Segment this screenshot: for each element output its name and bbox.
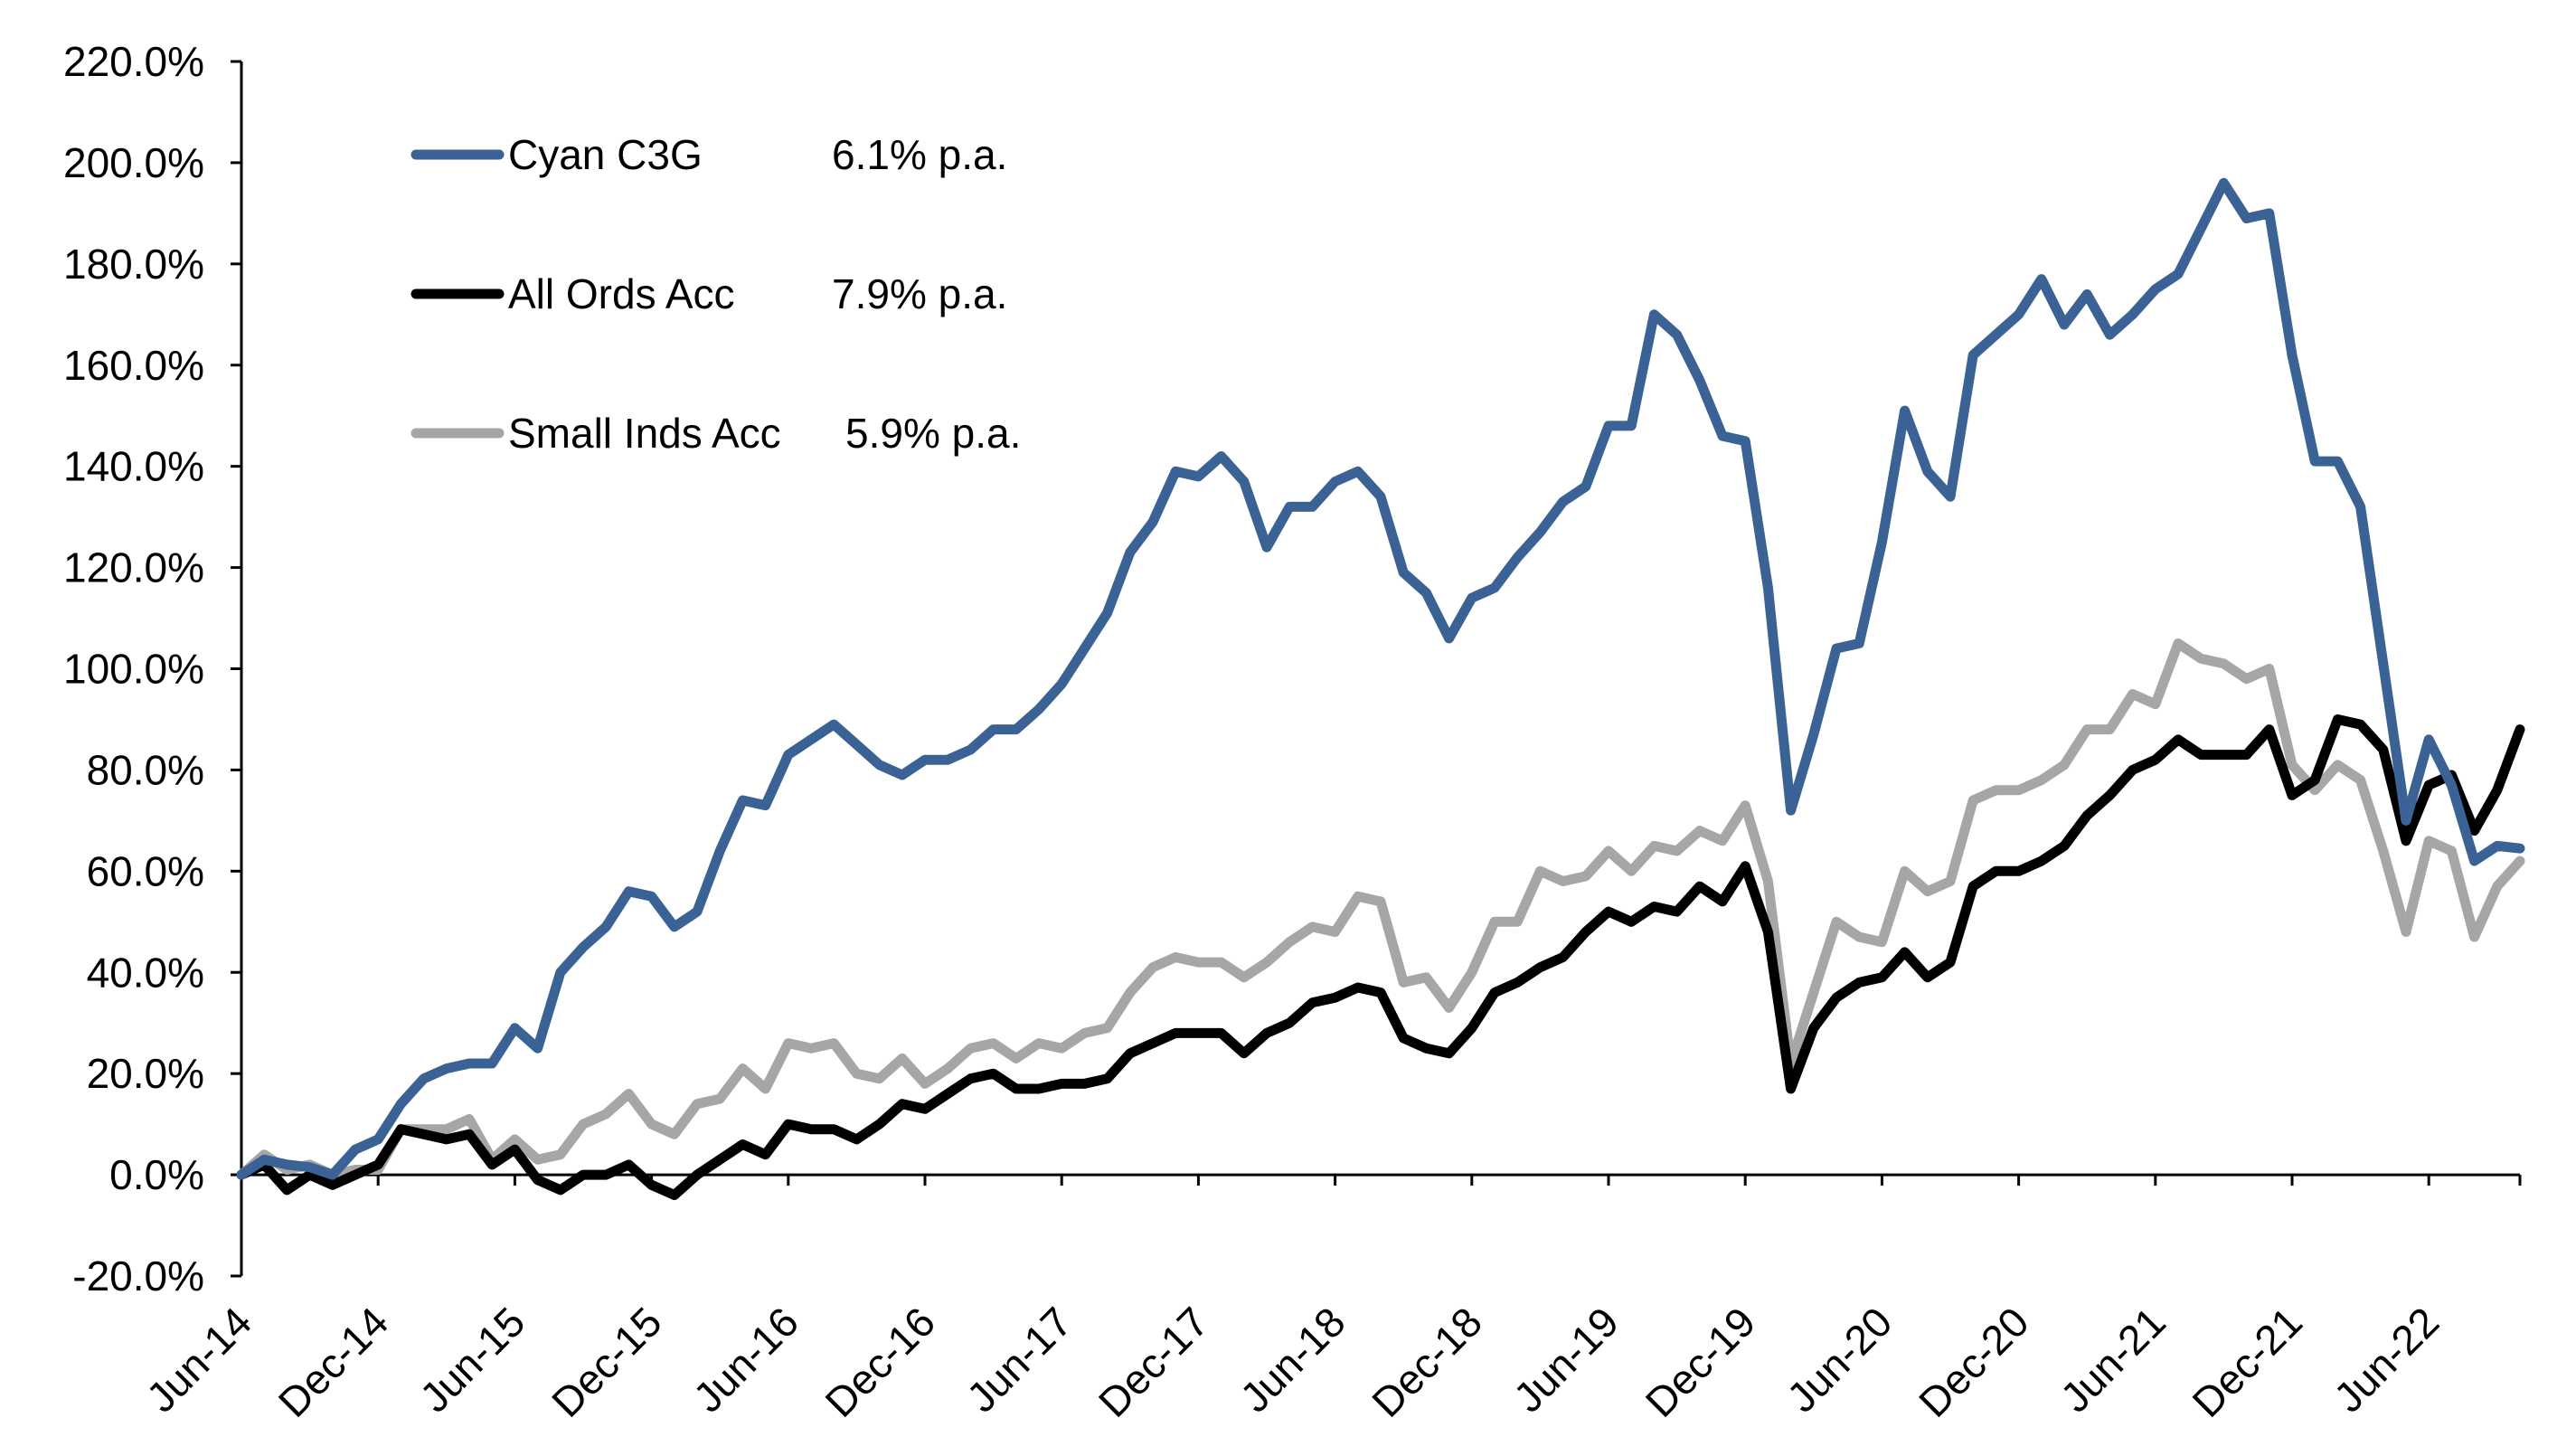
x-tick-label: Jun-17 [958, 1298, 1080, 1421]
x-axis-ticks: Jun-14 Dec-14 Jun-15 Dec-15 Jun-16 Dec-16 Jun-… [137, 1175, 2522, 1426]
series-lines [236, 177, 2525, 1200]
x-tick-label: Dec-18 [1363, 1298, 1491, 1426]
y-tick-label: 60.0% [87, 847, 204, 894]
x-tick-label: Jun-21 [2052, 1298, 2175, 1421]
series-line-small-inds-acc [236, 638, 2525, 1180]
y-tick-label: 180.0% [63, 241, 204, 288]
y-tick-label: 40.0% [87, 949, 204, 996]
legend-return-all-ords-acc: 7.9% p.a. [832, 270, 1007, 317]
y-tick-label: -20.0% [72, 1252, 204, 1300]
legend-label-small-inds-acc: Small Inds Acc [508, 410, 781, 457]
legend-item-cyan-c3g: Cyan C3G 6.1% p.a. [410, 131, 1007, 178]
y-tick-label: 80.0% [87, 746, 204, 793]
legend-label-cyan-c3g: Cyan C3G [508, 131, 703, 178]
x-tick-label: Jun-18 [1231, 1298, 1354, 1421]
x-tick-label: Jun-20 [1778, 1298, 1901, 1421]
series-line-all-ords-acc [236, 714, 2525, 1200]
x-tick-label: Dec-17 [1090, 1298, 1218, 1426]
y-tick-label: 120.0% [63, 544, 204, 591]
x-tick-label: Dec-15 [543, 1298, 671, 1426]
y-tick-label: 20.0% [87, 1050, 204, 1097]
x-tick-label: Dec-21 [2183, 1298, 2311, 1426]
y-tick-label: 0.0% [109, 1151, 204, 1198]
x-tick-label: Dec-14 [269, 1298, 398, 1426]
x-tick-label: Dec-16 [816, 1298, 944, 1426]
legend: Cyan C3G 6.1% p.a. All Ords Acc 7.9% p.a… [410, 131, 1021, 457]
y-axis-ticks: -20.0% 0.0% 20.0% 40.0% 60.0% 80.0% 100.0% 120.… [63, 38, 241, 1300]
y-tick-label: 220.0% [63, 38, 204, 85]
y-tick-label: 100.0% [63, 646, 204, 693]
x-tick-label: Jun-14 [137, 1298, 260, 1421]
series-line-cyan-c3g [236, 177, 2525, 1180]
y-tick-label: 140.0% [63, 443, 204, 490]
x-tick-label: Jun-22 [2325, 1298, 2448, 1421]
x-tick-label: Jun-19 [1505, 1298, 1628, 1421]
legend-return-small-inds-acc: 5.9% p.a. [845, 410, 1021, 457]
x-tick-label: Jun-15 [410, 1298, 533, 1421]
y-tick-label: 200.0% [63, 139, 204, 186]
y-tick-label: 160.0% [63, 342, 204, 389]
legend-item-all-ords-acc: All Ords Acc 7.9% p.a. [410, 270, 1007, 317]
x-tick-label: Dec-20 [1910, 1298, 2038, 1426]
legend-label-all-ords-acc: All Ords Acc [508, 270, 735, 317]
x-tick-label: Dec-19 [1637, 1298, 1765, 1426]
x-tick-label: Jun-16 [684, 1298, 807, 1421]
legend-item-small-inds-acc: Small Inds Acc 5.9% p.a. [410, 410, 1021, 457]
legend-return-cyan-c3g: 6.1% p.a. [832, 131, 1007, 178]
